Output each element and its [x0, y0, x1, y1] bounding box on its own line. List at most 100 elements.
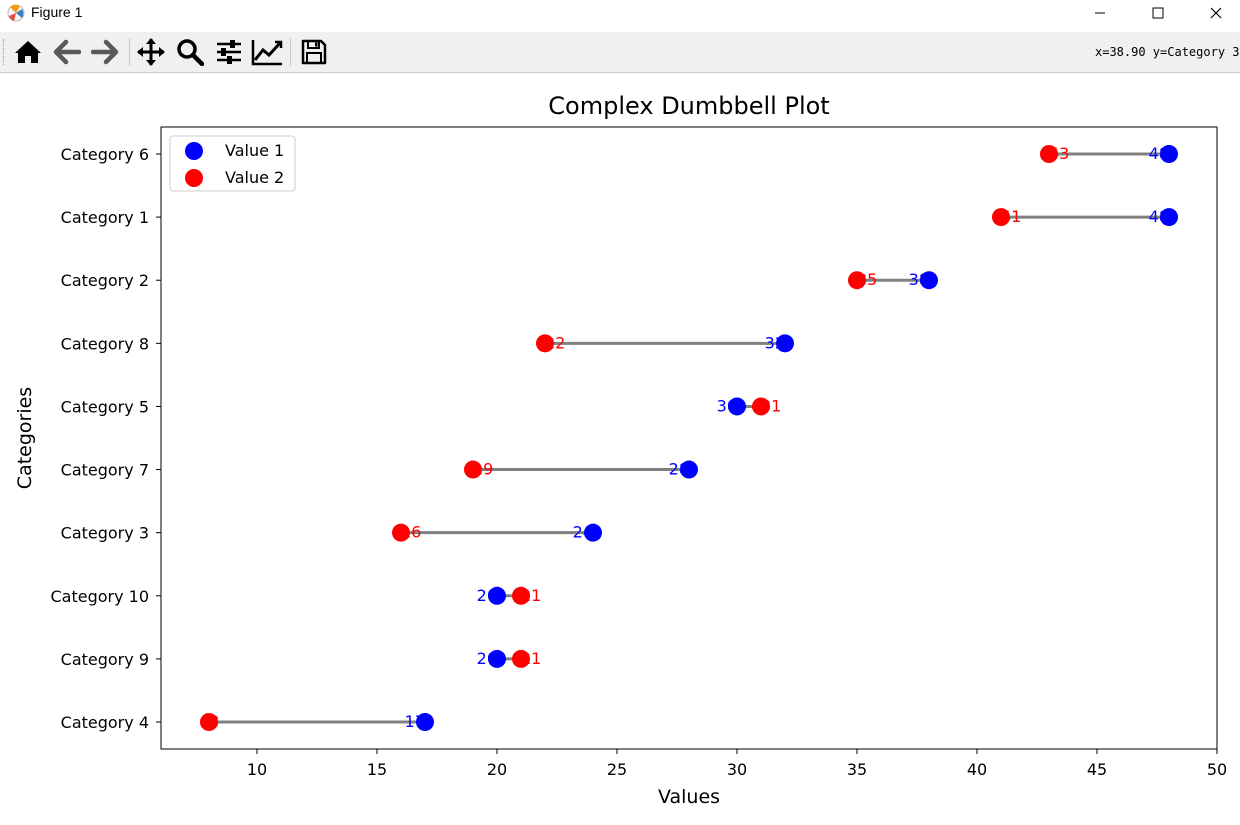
- back-button[interactable]: [50, 34, 84, 70]
- zoom-icon: [177, 39, 204, 66]
- legend-marker: [185, 142, 203, 160]
- value2-data-label: 31: [761, 396, 781, 415]
- value2-point: [464, 460, 482, 479]
- value1-data-label: 48: [1149, 207, 1169, 226]
- x-tick-label: 25: [607, 760, 627, 779]
- toolbar-grip: [3, 39, 6, 65]
- y-tick-label: Category 4: [61, 713, 149, 732]
- y-tick-label: Category 5: [61, 397, 149, 416]
- forward-arrow-icon: [91, 39, 119, 65]
- x-tick-label: 15: [367, 760, 387, 779]
- home-button[interactable]: [11, 34, 45, 70]
- value1-point: [728, 397, 746, 416]
- value1-point: [584, 523, 602, 542]
- edit-axis-icon: [251, 40, 283, 66]
- y-tick-label: Category 7: [61, 461, 149, 480]
- y-tick-label: Category 3: [61, 524, 149, 543]
- legend-marker: [185, 169, 203, 187]
- value2-data-label: 22: [545, 333, 565, 352]
- value1-data-label: 20: [477, 649, 497, 668]
- configure-subplots-icon: [217, 40, 241, 64]
- value1-point: [488, 649, 506, 668]
- y-tick-label: Category 9: [61, 650, 149, 669]
- configure-subplots-button[interactable]: [212, 34, 246, 70]
- value1-point: [1160, 208, 1178, 227]
- pan-button[interactable]: [134, 34, 168, 70]
- value2-data-label: 41: [1001, 207, 1021, 226]
- maximize-button[interactable]: [1129, 0, 1187, 26]
- zoom-button[interactable]: [173, 34, 207, 70]
- value2-point: [536, 334, 554, 353]
- value2-point: [848, 271, 866, 290]
- legend-label: Value 1: [225, 141, 284, 160]
- figure-canvas[interactable]: 17 8 20 21 20 21 24 16 28 19 30 31 32 22 38 35 48 41 48 43 …: [0, 73, 1240, 821]
- value1-data-label: 17: [405, 712, 425, 731]
- y-tick-label: Category 10: [50, 587, 149, 606]
- y-tick-label: Category 1: [61, 208, 149, 227]
- x-axis-label: Values: [658, 786, 720, 808]
- value1-data-label: 20: [477, 586, 497, 605]
- value2-data-label: 21: [521, 649, 541, 668]
- y-axis-label: Categories: [14, 387, 36, 489]
- matplotlib-app-icon: [7, 4, 25, 22]
- cursor-coordinates: x=38.90 y=Category 3: [1095, 45, 1240, 59]
- forward-button[interactable]: [88, 34, 122, 70]
- value1-point: [776, 334, 794, 353]
- connector-lines: [209, 152, 1169, 724]
- x-tick-label: 40: [967, 760, 987, 779]
- value1-point: [416, 713, 434, 731]
- chart-title: Complex Dumbbell Plot: [548, 92, 829, 120]
- value2-point: [992, 208, 1010, 227]
- back-arrow-icon: [53, 39, 81, 65]
- value1-data-label: 48: [1149, 144, 1169, 163]
- value1-point: [920, 271, 938, 290]
- window-title: Figure 1: [31, 4, 83, 20]
- x-tick-label: 30: [727, 760, 747, 779]
- y-tick-label: Category 2: [61, 271, 149, 290]
- close-button[interactable]: [1187, 0, 1240, 26]
- x-tick-label: 10: [247, 760, 267, 779]
- data-points: [200, 145, 1178, 731]
- toolbar-separator: [129, 38, 130, 66]
- save-icon: [301, 39, 327, 65]
- value1-data-label: 24: [573, 523, 593, 542]
- value2-data-label: 21: [521, 586, 541, 605]
- minimize-button[interactable]: [1071, 0, 1129, 26]
- value2-point: [200, 713, 218, 731]
- y-axis: Category 4 Category 9 Category 10 Category …: [50, 145, 161, 732]
- axes-frame: [160, 126, 1218, 750]
- value1-data-label: 30: [717, 396, 737, 415]
- value1-point: [680, 460, 698, 479]
- value2-point: [1040, 145, 1058, 163]
- toolbar-separator: [290, 38, 291, 66]
- home-icon: [15, 41, 41, 63]
- y-tick-label: Category 8: [61, 334, 149, 353]
- navigation-toolbar: [0, 32, 1240, 73]
- value2-data-label: 8: [209, 712, 219, 731]
- save-button[interactable]: [297, 34, 331, 70]
- legend: Value 1 Value 2: [169, 135, 296, 192]
- value2-point: [392, 523, 410, 542]
- legend-label: Value 2: [225, 168, 284, 187]
- value1-point: [1160, 145, 1178, 163]
- value1-data-label: 38: [909, 270, 929, 289]
- x-tick-label: 35: [847, 760, 867, 779]
- edit-axis-button[interactable]: [250, 34, 284, 70]
- value1-point: [488, 586, 506, 605]
- x-tick-label: 50: [1207, 760, 1227, 779]
- data-labels: 17 8 20 21 20 21 24 16 28 19 30 31 32 22 38 35 48 41 48 43: [209, 144, 1169, 731]
- close-icon: [1210, 7, 1222, 19]
- x-tick-label: 45: [1087, 760, 1107, 779]
- value2-data-label: 16: [401, 523, 421, 542]
- value1-data-label: 28: [669, 460, 689, 479]
- value2-point: [752, 397, 770, 416]
- x-axis: 10 15 20 25 30 35 40 45 50: [247, 749, 1227, 779]
- value2-point: [512, 649, 530, 668]
- x-tick-label: 20: [487, 760, 507, 779]
- value2-point: [512, 586, 530, 605]
- value1-data-label: 32: [765, 333, 785, 352]
- pan-icon: [137, 38, 165, 66]
- value2-data-label: 19: [473, 460, 493, 479]
- value2-data-label: 43: [1049, 144, 1069, 163]
